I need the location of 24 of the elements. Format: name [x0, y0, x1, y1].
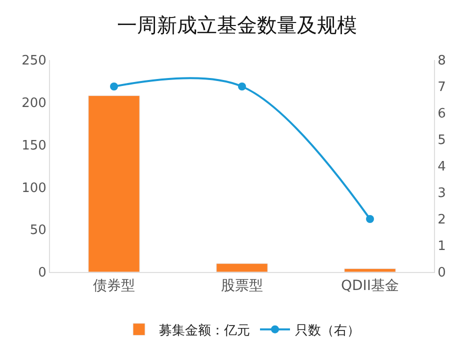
- y2-tick-label: 3: [438, 186, 446, 202]
- y-tick-label: 150: [22, 138, 46, 154]
- y2-tick-label: 4: [438, 160, 446, 175]
- bar: [216, 263, 268, 272]
- y2-tick-label: 8: [438, 54, 446, 69]
- y-tick-label: 100: [22, 180, 46, 196]
- legend-label: 募集金额：亿元: [159, 323, 250, 338]
- x-tick-label: 股票型: [221, 278, 263, 294]
- y2-tick-label: 1: [438, 239, 446, 254]
- y2-tick-label: 5: [438, 133, 446, 148]
- bar: [344, 268, 396, 272]
- y-tick-label: 50: [30, 223, 46, 238]
- chart-title: 一周新成立基金数量及规模: [117, 12, 357, 37]
- y-tick-label: 250: [22, 54, 46, 69]
- y-tick-label: 0: [38, 266, 46, 281]
- y2-tick-label: 7: [438, 80, 446, 96]
- y2-tick-label: 6: [438, 106, 446, 122]
- y2-tick-label: 2: [438, 212, 446, 228]
- x-tick-label: QDII基金: [340, 278, 400, 294]
- y2-tick-label: 0: [438, 266, 446, 281]
- x-tick-label: 债券型: [93, 278, 135, 294]
- y-tick-label: 200: [22, 96, 46, 111]
- bar: [88, 95, 140, 272]
- legend-label: 只数（右）: [295, 323, 360, 338]
